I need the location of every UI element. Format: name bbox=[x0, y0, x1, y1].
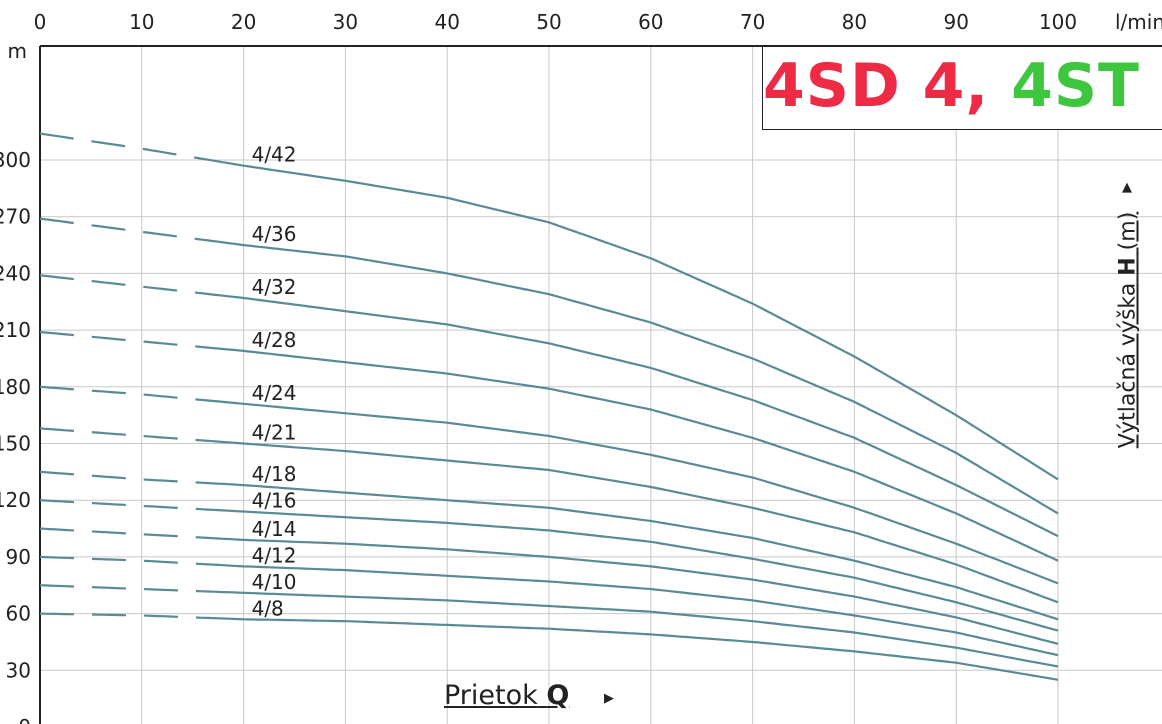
x-tick-label: 80 bbox=[842, 10, 867, 34]
curve-solid-4/14 bbox=[202, 536, 1059, 645]
x-tick-label: 100 bbox=[1039, 10, 1077, 34]
x-tick-label: 70 bbox=[740, 10, 765, 34]
curve-dashed-4/32 bbox=[39, 274, 204, 295]
chart-title: 4SD 4, 4ST 4 bbox=[763, 51, 1162, 121]
curve-dashed-4/42 bbox=[39, 132, 204, 160]
x-axis-label: Prietok Q bbox=[444, 680, 569, 711]
y-unit-label: m bbox=[8, 39, 27, 63]
x-axis-label-text: Prietok bbox=[444, 680, 538, 711]
curve-label: 4/21 bbox=[252, 421, 297, 445]
curve-dashed-4/24 bbox=[39, 385, 203, 402]
curve-solid-4/8 bbox=[202, 616, 1059, 681]
y-axis-arrow-icon: ▲ bbox=[1122, 180, 1132, 195]
curve-label: 4/18 bbox=[252, 462, 297, 486]
curve-label: 4/16 bbox=[252, 489, 297, 513]
curve-label: 4/32 bbox=[252, 275, 297, 299]
y-axis-label-text: Výtlačná výška bbox=[1115, 282, 1141, 449]
curve-label: 4/14 bbox=[252, 517, 297, 541]
curve-dashed-4/36 bbox=[39, 217, 204, 241]
curve-solid-4/42 bbox=[202, 157, 1059, 481]
curve-solid-4/18 bbox=[202, 481, 1059, 621]
x-tick-label: 10 bbox=[129, 10, 154, 34]
curve-labels: 4/42 4/36 4/32 4/28 4/24 4/21 4/18 4/16 4/144/12… bbox=[252, 143, 297, 621]
x-tick-label: 90 bbox=[943, 10, 968, 34]
grid-lines bbox=[40, 46, 1162, 724]
y-tick-label: 0 bbox=[18, 715, 31, 724]
y-tick-labels: 0 30 60 90 120 150 180 210 240 270 300 bbox=[0, 148, 31, 724]
curve-label: 4/10 bbox=[252, 570, 297, 594]
y-tick-label: 30 bbox=[6, 658, 31, 682]
x-tick-labels: 0 10 20 30 40 50 60 70 80 90 100 bbox=[34, 10, 1077, 34]
curve-solid-4/28 bbox=[202, 346, 1059, 562]
y-axis-symbol: H bbox=[1115, 257, 1141, 276]
y-tick-label: 180 bbox=[0, 375, 31, 399]
curve-solid-4/36 bbox=[202, 238, 1059, 515]
x-axis-symbol: Q bbox=[546, 680, 570, 711]
y-tick-label: 60 bbox=[6, 602, 31, 626]
curve-dashed-4/16 bbox=[39, 499, 203, 511]
y-axis-unit: (m) bbox=[1115, 211, 1141, 251]
curve-dashed-4/12 bbox=[39, 555, 203, 566]
curve-dashed-4/21 bbox=[39, 427, 203, 442]
title-box: 4SD 4, 4ST 4 bbox=[762, 46, 1162, 130]
y-tick-label: 240 bbox=[0, 261, 31, 285]
y-tick-label: 270 bbox=[0, 205, 31, 229]
curve-label: 4/36 bbox=[252, 222, 297, 246]
curve-dashed-4/10 bbox=[39, 584, 203, 593]
y-tick-label: 120 bbox=[0, 488, 31, 512]
curve-label: 4/8 bbox=[252, 596, 284, 620]
x-tick-label: 40 bbox=[434, 10, 459, 34]
curve-dashed-4/8 bbox=[39, 612, 203, 619]
x-unit-label: l/min bbox=[1115, 10, 1162, 34]
curve-solid-4/32 bbox=[202, 292, 1059, 538]
curve-dashed-4/28 bbox=[39, 330, 204, 349]
x-tick-label: 50 bbox=[536, 10, 561, 34]
curve-label: 4/12 bbox=[252, 543, 297, 567]
curve-solid-4/16 bbox=[202, 508, 1059, 632]
x-tick-label: 0 bbox=[34, 10, 47, 34]
curve-label: 4/42 bbox=[252, 143, 297, 167]
y-tick-label: 300 bbox=[0, 148, 31, 172]
y-axis-label: Výtlačná výška H (m) bbox=[1116, 212, 1141, 449]
curve-solid-4/12 bbox=[202, 563, 1059, 657]
curves bbox=[39, 132, 1059, 681]
y-tick-label: 150 bbox=[0, 432, 31, 456]
curve-dashed-4/18 bbox=[39, 470, 203, 484]
x-axis-arrow-icon: ▶ bbox=[604, 691, 614, 706]
curve-solid-4/24 bbox=[202, 398, 1059, 585]
x-tick-label: 30 bbox=[333, 10, 358, 34]
curve-label: 4/28 bbox=[252, 328, 297, 352]
curve-solid-4/10 bbox=[202, 590, 1059, 668]
y-tick-label: 90 bbox=[6, 545, 31, 569]
curve-label: 4/24 bbox=[252, 381, 297, 405]
x-tick-label: 20 bbox=[231, 10, 256, 34]
title-part-1: 4SD 4, bbox=[763, 51, 990, 121]
title-part-2: 4ST 4 bbox=[1011, 51, 1162, 121]
x-tick-label: 60 bbox=[638, 10, 663, 34]
axes bbox=[39, 45, 1162, 724]
curve-dashed-4/14 bbox=[39, 527, 203, 539]
curve-solid-4/21 bbox=[202, 439, 1059, 604]
y-tick-label: 210 bbox=[0, 318, 31, 342]
